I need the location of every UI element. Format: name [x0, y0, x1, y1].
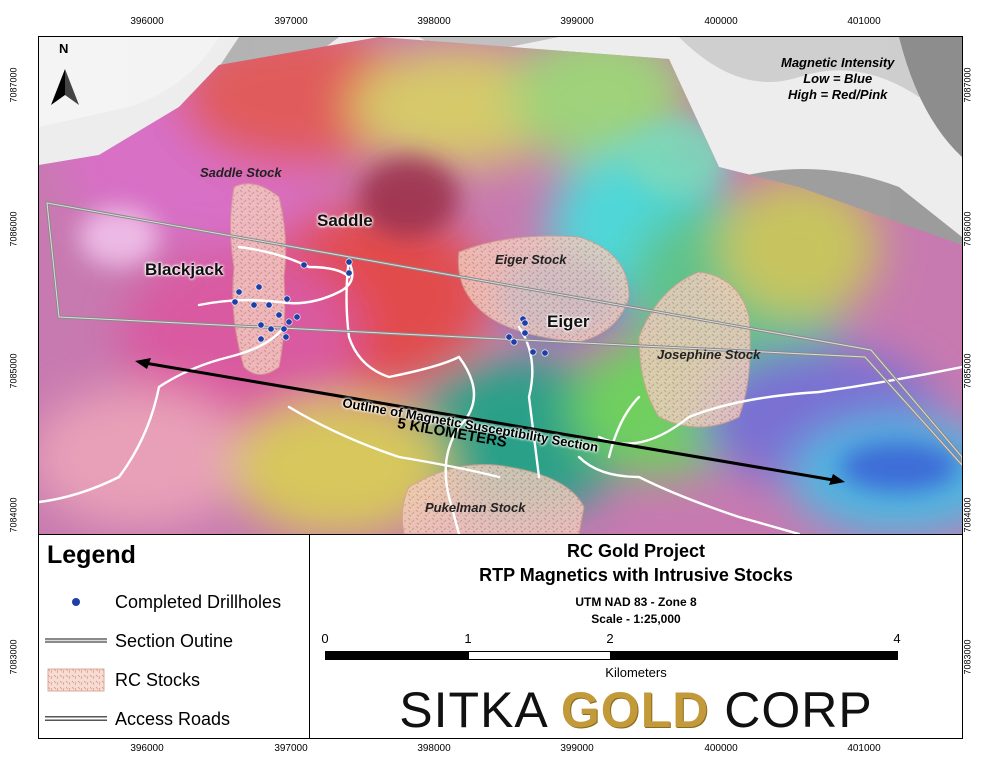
drillhole-dot-icon [45, 590, 107, 614]
coord-y-right: 7084000 [962, 497, 973, 533]
scale-bar-segment [325, 651, 469, 660]
project-title: RC Gold Project [566, 541, 705, 561]
saddle-stock-label: Saddle Stock [200, 165, 282, 180]
drillhole-marker [257, 321, 265, 329]
projection-text: UTM NAD 83 - Zone 8 [575, 595, 697, 609]
eiger-area-label: Eiger [547, 312, 590, 331]
company-logo: SITKA GOLD CORP [310, 681, 962, 739]
drillhole-marker [541, 349, 549, 357]
stock-pattern-icon [45, 668, 107, 692]
drillhole-marker [521, 319, 529, 327]
company-word-gold: GOLD [560, 682, 710, 738]
scale-text: Scale - 1:25,000 [591, 612, 681, 626]
legend-panel: Legend Completed Drillholes Section Outi… [39, 534, 310, 738]
eiger-stock-polygon [457, 235, 630, 343]
legend-item-stocks: RC Stocks [45, 666, 200, 694]
scale-bar-segment [610, 651, 898, 660]
map-subtitle: RTP Magnetics with Intrusive Stocks [479, 565, 793, 585]
drillhole-marker [267, 325, 275, 333]
road-line-icon [45, 707, 107, 731]
drillholes-layer [231, 258, 549, 357]
coord-x-bottom: 397000 [274, 743, 308, 754]
coord-x-bottom: 396000 [130, 743, 164, 754]
eiger-stock-label: Eiger Stock [495, 252, 567, 267]
drillhole-marker [285, 318, 293, 326]
coord-x-top: 398000 [417, 16, 451, 27]
drillhole-marker [280, 325, 288, 333]
drillhole-marker [231, 298, 239, 306]
drillhole-marker [300, 261, 308, 269]
scale-tick-label: 4 [893, 631, 901, 646]
coord-y-right: 7085000 [962, 353, 973, 389]
company-word-sitka: SITKA [399, 682, 561, 738]
josephine-stock-label: Josephine Stock [657, 347, 761, 362]
coord-x-bottom: 400000 [704, 743, 738, 754]
coord-x-top: 396000 [130, 16, 164, 27]
coord-x-top: 401000 [847, 16, 881, 27]
company-word-corp: CORP [709, 682, 873, 738]
coord-y-left: 7085000 [8, 353, 19, 389]
legend-item-label: Access Roads [115, 708, 231, 729]
intensity-note: Magnetic Intensity Low = Blue High = Red… [781, 55, 894, 103]
intensity-note-line1: Magnetic Intensity [781, 55, 895, 70]
coord-y-right: 7086000 [962, 211, 973, 247]
coord-y-left: 7087000 [8, 67, 19, 103]
coord-y-right: 7087000 [962, 67, 973, 103]
legend-title: Legend [47, 541, 136, 569]
drillhole-marker [293, 313, 301, 321]
drillhole-marker [510, 338, 518, 346]
drillhole-marker [255, 283, 263, 291]
drillhole-marker [529, 348, 537, 356]
legend-item-label: Section Outine [115, 630, 234, 651]
title-block: RC Gold Project RTP Magnetics with Intru… [310, 534, 962, 738]
drillhole-marker [345, 269, 353, 277]
legend-item-label: Completed Drillholes [115, 591, 282, 612]
drillhole-marker [275, 311, 283, 319]
drillhole-marker [250, 301, 258, 309]
drillhole-marker [235, 288, 243, 296]
legend-item-section: Section Outine [45, 627, 233, 655]
section-outline-icon [45, 629, 107, 653]
map-canvas [39, 37, 962, 534]
drillhole-marker [521, 329, 529, 337]
coord-x-bottom: 398000 [417, 743, 451, 754]
coord-y-right: 7083000 [962, 639, 973, 675]
coord-x-top: 397000 [274, 16, 308, 27]
drillhole-marker [282, 333, 290, 341]
coord-x-bottom: 399000 [560, 743, 594, 754]
coord-x-top: 400000 [704, 16, 738, 27]
drillhole-marker [265, 301, 273, 309]
map-frame [38, 36, 963, 739]
coord-y-left: 7083000 [8, 639, 19, 675]
coord-x-top: 399000 [560, 16, 594, 27]
coord-y-left: 7084000 [8, 497, 19, 533]
drillhole-marker [283, 295, 291, 303]
drillhole-marker [505, 333, 513, 341]
north-arrow-icon [51, 69, 79, 105]
distance-arrow [135, 358, 845, 485]
legend-item-roads: Access Roads [45, 705, 230, 733]
magnetics-map[interactable]: N Magnetic Intensity Low = Blue High = R… [39, 37, 962, 534]
drillhole-marker [345, 258, 353, 266]
legend-item-drillholes: Completed Drillholes [45, 588, 281, 616]
saddle-area-label: Saddle [317, 211, 373, 230]
scale-tick-label: 1 [464, 631, 472, 646]
coord-x-bottom: 401000 [847, 743, 881, 754]
scale-units: Kilometers [605, 665, 667, 680]
scale-tick-label: 2 [606, 631, 614, 646]
intensity-note-line3: High = Red/Pink [788, 87, 888, 102]
pukelman-stock-label: Pukelman Stock [425, 500, 526, 515]
legend-item-label: RC Stocks [115, 669, 201, 690]
intensity-note-line2: Low = Blue [803, 71, 873, 86]
coord-y-left: 7086000 [8, 211, 19, 247]
scale-tick-label: 0 [321, 631, 329, 646]
blackjack-area-label: Blackjack [145, 260, 224, 279]
scale-bar-segment [468, 651, 611, 660]
drillhole-marker [257, 335, 265, 343]
north-label: N [59, 41, 69, 56]
